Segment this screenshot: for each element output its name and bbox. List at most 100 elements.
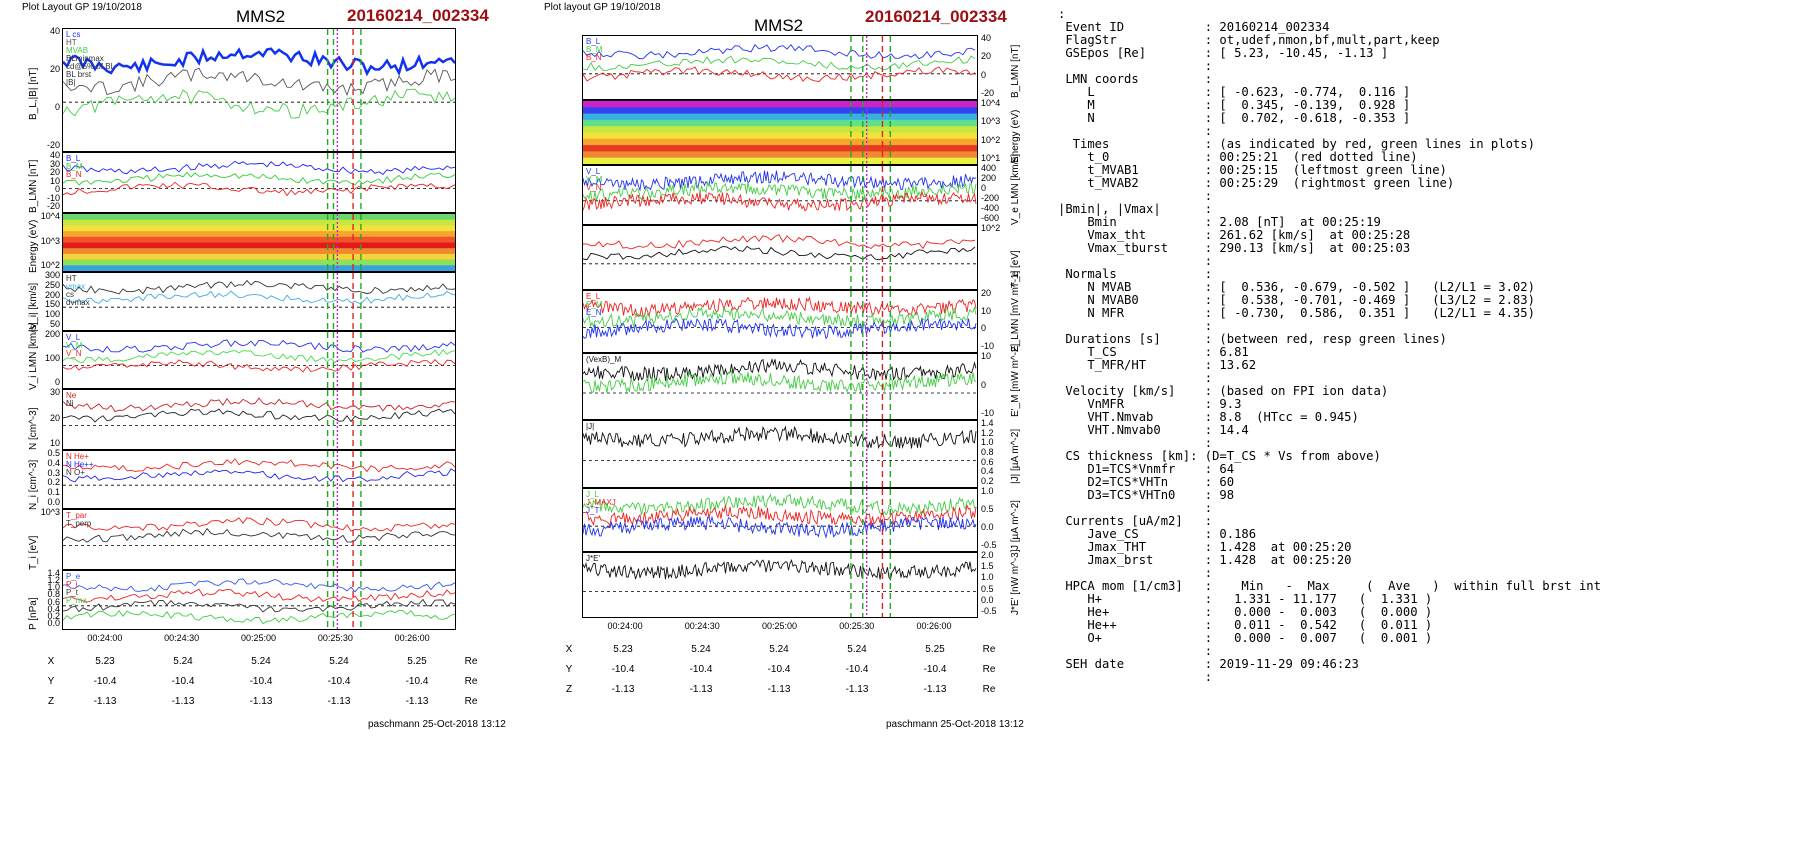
legend-entry: B_M bbox=[586, 45, 603, 54]
legend-entry: V_M bbox=[66, 341, 83, 350]
legend-entry: E_L bbox=[586, 292, 601, 301]
y-tick-label: 1.0 bbox=[981, 437, 994, 448]
panel-legend: T_par T_perp bbox=[66, 512, 91, 528]
series-trace bbox=[63, 160, 455, 175]
right-panel-8-plot bbox=[583, 489, 977, 551]
y-tick-label: 10^3 bbox=[981, 116, 1001, 127]
series-trace bbox=[63, 397, 455, 413]
y-tick-label: 0 bbox=[981, 69, 987, 80]
y-tick-label: 0 bbox=[981, 323, 987, 334]
panel-legend: V_L V_M V_N bbox=[586, 168, 602, 192]
legend-entry: B_L bbox=[586, 37, 601, 46]
panel-legend: N He+ N He++ N O+ bbox=[66, 453, 94, 477]
legend-entry: P_ma bbox=[66, 596, 87, 605]
y-tick-label: 30 bbox=[49, 387, 60, 397]
right-ephemeris-table: X 5.23 5.24 5.24 5.24 5.25 Re Y -10.4 -10.4 -10.4 -… bbox=[554, 639, 1004, 699]
right-panel-3-plot bbox=[583, 166, 977, 224]
ephemeris-cell: -1.13 bbox=[845, 683, 869, 695]
right-panel-7-plot bbox=[583, 421, 977, 487]
legend-entry: T_par bbox=[66, 511, 87, 520]
series-trace bbox=[63, 290, 455, 304]
right-panel-6-plot bbox=[583, 354, 977, 419]
y-axis-label: J*E' [nW m^-3] bbox=[1010, 549, 1021, 616]
right-plot-header: Plot layout GP 19/10/2018 bbox=[544, 2, 661, 13]
ephemeris-row: X 5.23 5.24 5.24 5.24 5.25 Re bbox=[36, 651, 486, 671]
legend-entry: (VexB)_M bbox=[586, 355, 622, 364]
spectrogram-band bbox=[583, 107, 977, 115]
y-tick-label: 100 bbox=[44, 309, 60, 320]
ephemeris-cell: -10.4 bbox=[923, 663, 947, 675]
ephemeris-cell: Re bbox=[464, 675, 478, 687]
right-panel-9-plot bbox=[583, 553, 977, 617]
legend-entry: L cs bbox=[66, 30, 81, 39]
time-tick-label: 00:24:00 bbox=[87, 633, 123, 643]
panel-legend: P_e P_i P_t P_ma bbox=[66, 573, 87, 605]
legend-entry: P_i bbox=[66, 580, 78, 589]
y-tick-label: 0.1 bbox=[47, 487, 60, 498]
spectrogram-band bbox=[63, 265, 455, 271]
legend-entry: |J| bbox=[586, 422, 595, 431]
y-tick-label: -200 bbox=[981, 193, 1000, 203]
time-tick-label: 00:24:30 bbox=[684, 621, 720, 631]
legend-entry: V_N bbox=[586, 183, 602, 192]
series-trace bbox=[63, 408, 455, 423]
legend-entry: B_N bbox=[66, 170, 82, 179]
y-tick-label: 10^4 bbox=[981, 98, 1001, 108]
right-panel-1-plot bbox=[583, 36, 977, 99]
y-tick-label: 1.0 bbox=[981, 486, 994, 496]
legend-entry: N He++ bbox=[66, 460, 94, 469]
series-trace bbox=[63, 67, 455, 97]
left-panel-3 bbox=[62, 213, 456, 272]
y-tick-label: 0.8 bbox=[47, 589, 60, 600]
left-panel-6-plot bbox=[63, 390, 455, 449]
spectrogram-band bbox=[63, 259, 455, 267]
ephemeris-cell: Y bbox=[565, 663, 573, 675]
y-tick-label: -20 bbox=[981, 88, 995, 98]
series-trace bbox=[583, 43, 976, 60]
right-panel-3: V_L V_M V_N bbox=[582, 165, 978, 225]
y-tick-label: 2.0 bbox=[981, 550, 994, 560]
legend-entry: cs bbox=[66, 290, 74, 299]
right-panel-5: E_L E_M E_N bbox=[582, 290, 978, 353]
series-trace bbox=[63, 517, 455, 532]
y-tick-label: 0 bbox=[981, 183, 987, 193]
series-trace bbox=[583, 358, 977, 382]
y-tick-label: 0.4 bbox=[47, 603, 60, 614]
ephemeris-cell: -10.4 bbox=[767, 663, 791, 675]
ephemeris-cell: 5.25 bbox=[925, 643, 945, 655]
y-tick-label: 100 bbox=[44, 353, 60, 363]
panel-legend: V_L V_M V_N bbox=[66, 334, 82, 358]
ephemeris-cell: -1.13 bbox=[611, 683, 635, 695]
right-panel-4 bbox=[582, 225, 978, 290]
series-trace bbox=[63, 171, 455, 186]
left-spacecraft-title: MMS2 bbox=[236, 7, 286, 26]
ephemeris-cell: 5.24 bbox=[691, 643, 711, 655]
spectrogram-band bbox=[63, 236, 455, 244]
y-tick-label: 1.0 bbox=[47, 582, 60, 593]
right-footer: paschmann 25-Oct-2018 13:12 bbox=[886, 719, 1024, 730]
y-tick-label: 10^2 bbox=[40, 260, 60, 270]
left-panel-5-plot bbox=[63, 332, 455, 388]
y-tick-label: 0.4 bbox=[47, 457, 60, 468]
legend-entry: B_N bbox=[586, 53, 602, 62]
series-trace bbox=[63, 598, 455, 613]
y-axis-label: J [µA m^-2] bbox=[1010, 500, 1021, 550]
legend-entry: Ne bbox=[66, 391, 77, 400]
y-tick-label: 250 bbox=[44, 279, 60, 290]
legend-entry: E_M bbox=[586, 300, 603, 309]
ephemeris-cell: Z bbox=[47, 695, 55, 707]
left-panel-2-plot bbox=[63, 153, 455, 212]
ephemeris-cell: 5.23 bbox=[613, 643, 633, 655]
series-trace bbox=[63, 279, 455, 295]
ephemeris-cell: -1.13 bbox=[689, 683, 713, 695]
y-axis-label: P [nPa] bbox=[28, 597, 39, 630]
y-tick-label: 10^2 bbox=[981, 223, 1001, 233]
series-trace bbox=[583, 66, 976, 82]
legend-entry: J_T bbox=[586, 506, 600, 515]
spectrogram-band bbox=[583, 138, 977, 147]
y-axis-label: |J| [µA m^-2] bbox=[1010, 428, 1021, 484]
panel-legend: J_L J_MAXJ J_T bbox=[586, 491, 616, 515]
y-tick-label: 0.8 bbox=[981, 447, 994, 457]
y-axis-label: V_e LMN [km/s] bbox=[1010, 153, 1021, 225]
y-tick-label: 0.2 bbox=[47, 477, 60, 488]
